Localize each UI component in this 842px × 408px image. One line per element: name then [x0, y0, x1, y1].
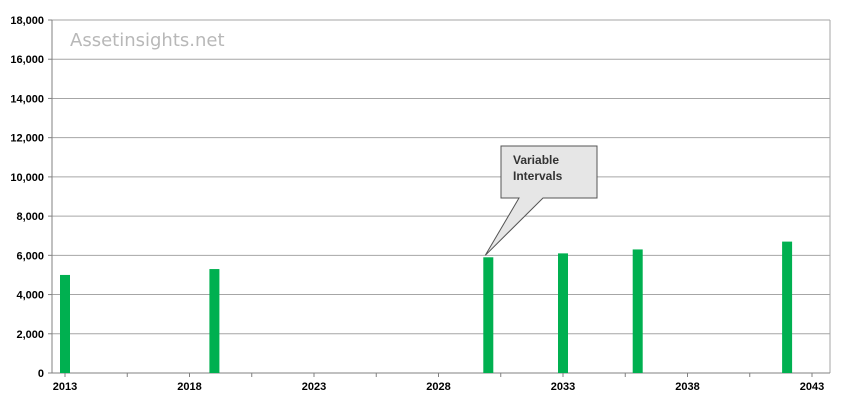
callout-box [484, 145, 598, 256]
bar [483, 257, 494, 373]
x-tick-label: 2028 [426, 381, 450, 393]
y-tick-label: 14,000 [10, 93, 44, 105]
y-tick-label: 8,000 [16, 211, 44, 223]
y-tick-label: 0 [38, 368, 44, 380]
bar [558, 253, 568, 373]
x-tick-label: 2043 [800, 381, 824, 393]
y-tick-label: 10,000 [10, 172, 44, 184]
x-tick-label: 2013 [53, 381, 77, 393]
y-axis: 0 2,000 4,000 6,000 8,000 10,000 12,000 14,000 1… [10, 15, 53, 380]
bar [209, 269, 220, 373]
y-tick-label: 2,000 [16, 329, 44, 341]
bars [60, 241, 793, 373]
x-axis: 2013 2018 2023 2028 2033 2038 2043 [52, 372, 830, 393]
callout: Variable Intervals [484, 145, 598, 256]
bar [782, 241, 793, 373]
x-tick-label: 2023 [302, 381, 326, 393]
y-tick-label: 4,000 [16, 290, 44, 302]
x-tick-label: 2033 [551, 381, 575, 393]
y-tick-label: 16,000 [10, 54, 44, 66]
y-tick-label: 6,000 [16, 250, 44, 262]
y-tick-label: 18,000 [10, 15, 44, 27]
watermark: Assetinsights.net [70, 30, 225, 51]
x-tick-label: 2038 [675, 381, 699, 393]
bar [632, 249, 643, 373]
callout-line-2: Intervals [513, 169, 563, 183]
gridlines [52, 19, 831, 373]
bar [60, 274, 70, 373]
x-tick-label: 2018 [177, 381, 201, 393]
y-tick-label: 12,000 [10, 133, 44, 145]
callout-line-1: Variable [513, 153, 559, 167]
